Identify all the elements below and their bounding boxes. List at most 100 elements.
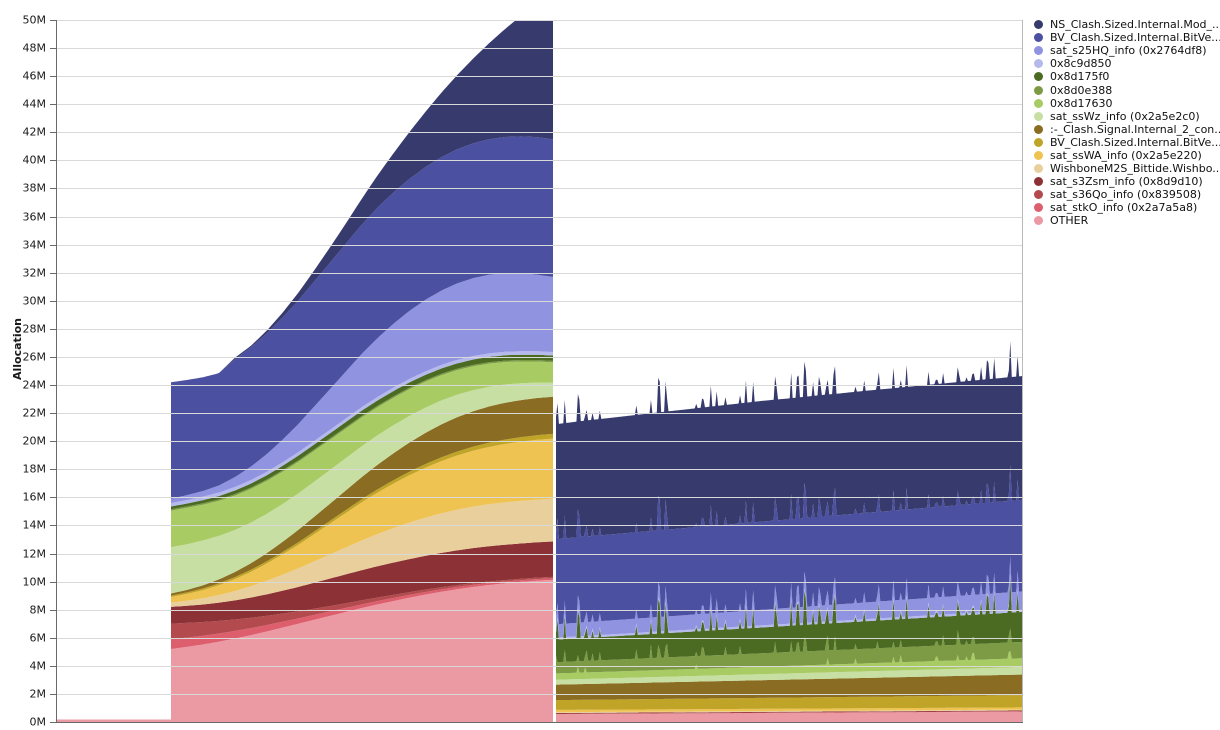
legend-item[interactable]: OTHER <box>1030 214 1220 227</box>
y-axis-tick-label: 30M <box>22 294 47 308</box>
area-series <box>171 382 553 594</box>
y-axis-tick-mark <box>50 104 56 106</box>
y-axis-tick-label: 40M <box>22 153 47 167</box>
gridline <box>57 356 1022 358</box>
area-series <box>171 579 553 722</box>
y-axis-tick-mark <box>50 469 56 471</box>
area-series <box>171 361 553 548</box>
y-axis-tick-label: 2M <box>29 687 47 701</box>
legend-color-swatch-icon <box>1034 85 1043 95</box>
y-axis-tick-mark <box>50 637 56 639</box>
y-axis-tick-mark <box>50 553 56 555</box>
legend-color-swatch-icon <box>1034 72 1043 82</box>
legend-color-swatch-icon <box>1034 216 1043 226</box>
gridline <box>57 244 1022 246</box>
legend-color-swatch-icon <box>1034 190 1043 200</box>
area-series <box>556 341 1022 540</box>
gridline <box>57 693 1022 695</box>
legend-item[interactable]: :-_Clash.Signal.Internal_2_con... <box>1030 123 1220 136</box>
legend-item[interactable]: 0x8d175f0 <box>1030 70 1220 83</box>
legend-item[interactable]: BV_Clash.Sized.Internal.BitVe... <box>1030 136 1220 149</box>
legend-color-swatch-icon <box>1034 164 1043 174</box>
area-series <box>556 707 1022 713</box>
plot-area <box>57 20 1022 722</box>
y-axis-tick-mark <box>50 356 56 358</box>
y-axis-tick-mark <box>50 188 56 190</box>
legend-item[interactable]: WishboneM2S_Bittide.Wishbo... <box>1030 162 1220 175</box>
y-axis-tick-mark <box>50 385 56 387</box>
legend-item[interactable]: NS_Clash.Sized.Internal.Mod_... <box>1030 18 1220 31</box>
gridline <box>57 20 1022 21</box>
legend-item[interactable]: sat_s36Qo_info (0x839508) <box>1030 188 1220 201</box>
gridline <box>57 385 1022 387</box>
y-axis-tick-label: 44M <box>22 97 47 111</box>
area-series <box>171 576 553 640</box>
y-axis-tick-label: 46M <box>22 69 47 83</box>
y-axis-tick-label: 26M <box>22 350 47 364</box>
area-series <box>171 396 553 596</box>
area-series <box>556 667 1022 685</box>
area-series <box>171 136 553 499</box>
legend-color-swatch-icon <box>1034 177 1043 187</box>
y-axis-tick-mark <box>50 160 56 162</box>
legend-item-label: sat_s36Qo_info (0x839508) <box>1050 188 1202 202</box>
legend: NS_Clash.Sized.Internal.Mod_... BV_Clash.… <box>1030 18 1220 228</box>
gridline <box>57 104 1022 106</box>
y-axis-tick-label: 38M <box>22 181 47 195</box>
legend-item[interactable]: sat_ssWA_info (0x2a5e220) <box>1030 149 1220 162</box>
legend-color-swatch-icon <box>1034 150 1043 160</box>
y-axis-tick-mark <box>50 300 56 302</box>
legend-item[interactable]: sat_s3Zsm_info (0x8d9d10) <box>1030 175 1220 188</box>
gridline <box>57 553 1022 555</box>
y-axis-tick-label: 0M <box>29 715 47 729</box>
area-series <box>556 556 1022 638</box>
gridline <box>57 76 1022 78</box>
gridline <box>57 216 1022 218</box>
y-axis-tick-mark <box>50 525 56 527</box>
y-axis-tick-label: 18M <box>22 462 47 476</box>
y-axis-tick-mark <box>50 609 56 611</box>
gridline <box>57 581 1022 583</box>
legend-color-swatch-icon <box>1034 98 1043 108</box>
gridline <box>57 637 1022 639</box>
y-axis-tick-mark <box>50 722 56 723</box>
legend-item[interactable]: 0x8d17630 <box>1030 97 1220 110</box>
legend-item-label: BV_Clash.Sized.Internal.BitVe... <box>1050 135 1220 149</box>
legend-item-label: sat_s3Zsm_info (0x8d9d10) <box>1050 175 1203 189</box>
gridline <box>57 132 1022 134</box>
legend-item[interactable]: 0x8d0e388 <box>1030 83 1220 97</box>
area-series <box>556 674 1022 701</box>
y-axis-tick-mark <box>50 48 56 50</box>
y-axis-tick-mark <box>50 216 56 218</box>
gridline <box>57 609 1022 611</box>
legend-item[interactable]: sat_s25HQ_info (0x2764df8) <box>1030 44 1220 57</box>
legend-item-label: sat_ssWz_info (0x2a5e2c0) <box>1050 109 1200 123</box>
area-series <box>556 576 1022 663</box>
area-baseline-sliver <box>57 719 171 722</box>
area-series <box>556 695 1022 710</box>
area-series <box>556 627 1022 674</box>
gridline <box>57 413 1022 415</box>
gridline <box>57 328 1022 330</box>
y-axis-tick-mark <box>50 272 56 274</box>
legend-item[interactable]: BV_Clash.Sized.Internal.BitVe... <box>1030 31 1220 44</box>
y-axis-tick-label: 42M <box>22 125 47 139</box>
y-axis-tick-mark <box>50 328 56 330</box>
gridline <box>57 300 1022 302</box>
legend-item[interactable]: 0x8c9d850 <box>1030 57 1220 70</box>
legend-color-swatch-icon <box>1034 46 1043 56</box>
area-series <box>556 464 1022 625</box>
y-axis-tick-mark <box>50 20 56 21</box>
area-series <box>556 650 1022 680</box>
gridline <box>57 441 1022 443</box>
legend-item[interactable]: sat_ssWz_info (0x2a5e2c0) <box>1030 110 1220 123</box>
legend-item-label: 0x8c9d850 <box>1050 57 1112 71</box>
legend-item[interactable]: sat_stkO_info (0x2a7a5a8) <box>1030 201 1220 214</box>
y-axis-tick-label: 20M <box>22 434 47 448</box>
gridline <box>57 48 1022 50</box>
y-axis-tick-label: 32M <box>22 266 47 280</box>
legend-color-swatch-icon <box>1034 59 1043 69</box>
y-axis-tick-label: 22M <box>22 406 47 420</box>
area-series <box>171 273 553 503</box>
